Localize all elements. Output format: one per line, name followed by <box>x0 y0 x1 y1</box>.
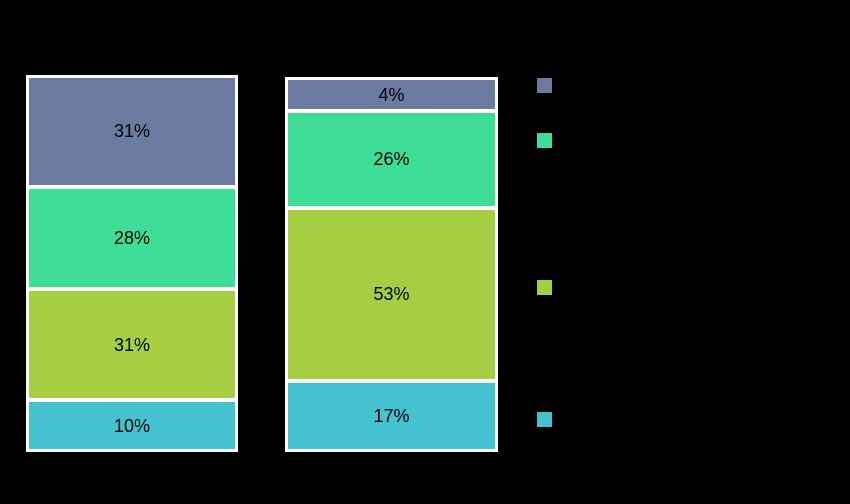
segment-value-label: 31% <box>113 121 151 142</box>
legend-swatch-spring-green[interactable] <box>537 133 552 148</box>
legend <box>537 0 850 504</box>
segment-value-label: 4% <box>378 84 405 105</box>
bar-segment-yellow-green: 53% <box>288 209 495 379</box>
legend-swatch-slate-blue[interactable] <box>537 78 552 93</box>
segment-value-label: 17% <box>373 405 410 426</box>
segment-value-label: 28% <box>113 228 151 249</box>
bar-segment-slate-blue: 4% <box>288 80 495 110</box>
segment-value-label: 26% <box>373 149 410 170</box>
segment-value-label: 10% <box>113 415 151 436</box>
bar-segment-spring-green: 26% <box>288 113 495 206</box>
segment-value-label: 53% <box>373 284 410 305</box>
legend-swatch-teal[interactable] <box>537 412 552 427</box>
bar-segment-slate-blue: 31% <box>29 78 235 185</box>
stacked-bar-left: 31% 28% 31% 10% <box>26 75 238 452</box>
legend-swatch-yellow-green[interactable] <box>537 280 552 295</box>
segment-value-label: 31% <box>113 334 151 355</box>
bar-segment-teal: 10% <box>29 402 235 449</box>
bar-segment-teal: 17% <box>288 382 495 449</box>
bar-segment-yellow-green: 31% <box>29 291 235 399</box>
stacked-bar-right: 4% 26% 53% 17% <box>285 77 498 452</box>
bar-segment-spring-green: 28% <box>29 188 235 288</box>
